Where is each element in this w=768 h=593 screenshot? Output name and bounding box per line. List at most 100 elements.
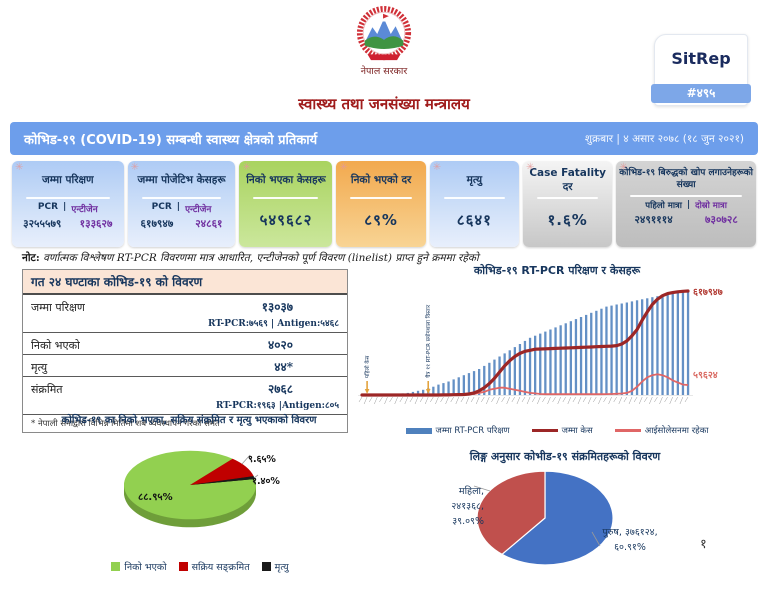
combo-chart: पहिलो केस चैत्र ११ RT-PCR प्रयोगशाला विस्… <box>358 287 723 405</box>
row-value: १३०३७ <box>261 300 293 314</box>
col-label-first-dose: पहिलो मात्रा <box>645 201 682 211</box>
legend-item-active: सक्रिय सङ्क्रमित <box>178 560 250 573</box>
virus-icon: ✳ <box>130 162 139 173</box>
row-label: संक्रमित <box>31 383 63 396</box>
svg-text:पहिलो केस: पहिलो केस <box>364 355 371 378</box>
card-title: Case Fatality दर <box>529 166 606 193</box>
card-values: ३२५५५७९ १३३६२७ <box>14 217 122 231</box>
note-text: वर्णात्मक विश्लेषण RT-PCR विवरणमा मात्र … <box>43 252 479 264</box>
value-antigen: २४८६१ <box>195 218 223 230</box>
table-subrow: RT-PCR:१९६३ |Antigen:८०५ <box>215 401 339 411</box>
virus-icon: ✳ <box>242 162 251 173</box>
row-label: निको भएको <box>31 339 80 352</box>
female-label-line: महिला, <box>458 486 484 497</box>
card-title: निको भएका केसहरू <box>246 173 326 186</box>
sitrep-number: #४९५ <box>651 84 751 103</box>
report-title: कोभिड-१९ (COVID-19) सम्बन्धी स्वास्थ्य क… <box>24 132 318 148</box>
footnote-note: नोट: वर्णात्मक विश्लेषण RT-PCR विवरणमा म… <box>22 251 722 265</box>
male-slice-label: पुरुष, ३७६१२४, ६०.९१% <box>590 525 670 555</box>
cases-swatch-icon <box>531 429 558 432</box>
svg-text:५९६२४: ५९६२४ <box>693 370 718 381</box>
card-recovery-rate: ✳ निको भएको दर ८९% <box>336 161 426 247</box>
gender-pie-title: लिङ्ग अनुसार कोभीड-१९ संक्रमितहरूको विवर… <box>469 450 661 463</box>
page-number: १ <box>700 537 707 552</box>
sitrep-label: SitRep <box>671 49 731 68</box>
female-slice-label: महिला, २४१३६८, ३९.०९% <box>414 484 484 529</box>
card-vaccinated: ✳ कोभिड-१९ बिरुद्धको खोप लगाउनेहरूको संख… <box>616 161 756 247</box>
recovered-swatch-icon <box>111 562 121 571</box>
male-label-line: ६०.९१% <box>614 542 646 553</box>
card-total-tests: ✳ जम्मा परिक्षण PCR | एन्टीजेन ३२५५५७९ १… <box>12 161 124 247</box>
card-title: जम्मा परिक्षण <box>41 173 94 186</box>
gender-pie-chart <box>473 470 614 566</box>
card-col-labels: PCR | एन्टीजेन <box>130 202 234 215</box>
isolation-swatch-icon <box>614 429 641 432</box>
value-first-dose: २४९१११४ <box>634 214 673 226</box>
svg-text:६१७९४७: ६१७९४७ <box>693 287 723 298</box>
col-label-antigen: एन्टीजेन <box>185 205 212 215</box>
tests-swatch-icon <box>405 427 432 434</box>
value-second-dose: ७३०७२८ <box>705 214 738 226</box>
card-total-positive: ✳ जम्मा पोजेटिभ केसहरू PCR | एन्टीजेन ६१… <box>127 161 236 247</box>
table-title: गत २४ घण्टाका कोभिड-१९ को विवरण <box>23 270 347 295</box>
value-pcr: ३२५५५७९ <box>23 218 62 230</box>
note-label: नोट: <box>22 252 40 264</box>
card-divider <box>141 197 222 199</box>
legend-label: सक्रिय सङ्क्रमित <box>191 562 250 573</box>
col-label-antigen: एन्टीजेन <box>71 205 98 215</box>
card-divider <box>537 197 599 199</box>
nepal-emblem-icon <box>356 5 412 61</box>
card-title: मृत्यु <box>466 173 483 186</box>
outcome-pie-title: कोभिड-१९ का निको भएका, सक्रिय संक्रमित र… <box>61 415 317 426</box>
card-col-labels: PCR | एन्टीजेन <box>14 202 122 215</box>
virus-icon: ✳ <box>339 162 348 173</box>
col-label-second-dose: दोस्रो मात्रा <box>695 201 727 211</box>
card-title: जम्मा पोजेटिभ केसहरू <box>137 173 226 186</box>
card-value: १.६% <box>547 211 588 229</box>
legend-item-recovered: निको भएको <box>111 560 167 573</box>
government-caption: नेपाल सरकार <box>360 66 408 77</box>
combo-chart-title: कोभिड-१९ RT-PCR परिक्षण र केसहरू <box>473 264 641 277</box>
table-row: निको भएको ४०२० <box>23 332 347 354</box>
card-value: ८९% <box>364 211 398 229</box>
card-divider <box>350 197 412 199</box>
col-label-pcr: PCR <box>151 202 172 212</box>
table-subrow: RT-PCR:७५६९ | Antigen:५४६८ <box>208 319 339 329</box>
legend-label: जम्मा RT-PCR परिक्षण <box>435 426 510 436</box>
virus-icon: ✳ <box>526 162 535 173</box>
table-row: संक्रमित २७६८ <box>23 376 347 398</box>
nepal-emblem <box>355 5 413 68</box>
value-pcr: ६१७९४७ <box>140 218 174 230</box>
sitrep-badge: SitRep #४९५ <box>651 34 751 106</box>
value-antigen: १३३६२७ <box>79 218 113 230</box>
legend-label: मृत्यु <box>274 562 289 573</box>
card-divider <box>253 197 319 199</box>
card-values: ६१७९४७ २४८६१ <box>130 217 234 231</box>
active-pct-label: ९.६५% <box>248 454 276 465</box>
col-separator: | <box>686 200 691 210</box>
svg-text:चैत्र ११ RT-PCR प्रयोगशाला विस: चैत्र ११ RT-PCR प्रयोगशाला विस्तार <box>425 304 432 378</box>
legend-item-isolation: आईसोलेसनमा रहेका <box>614 425 708 436</box>
row-label: जम्मा परिक्षण <box>31 301 85 314</box>
row-label: मृत्यु <box>31 361 48 374</box>
col-label-pcr: PCR <box>37 202 59 212</box>
row-value: ४४* <box>274 360 293 374</box>
card-case-fatality: ✳ Case Fatality दर १.६% <box>523 161 613 247</box>
virus-icon: ✳ <box>619 162 628 173</box>
col-separator: | <box>176 202 181 212</box>
row-value: ४०२० <box>268 338 293 352</box>
card-value: ५४९६८२ <box>259 211 313 229</box>
col-separator: | <box>63 202 67 212</box>
legend-item-deaths: मृत्यु <box>261 560 289 573</box>
deaths-swatch-icon <box>261 562 271 571</box>
report-date: शुक्रबार | ४ असार २०७८ (१८ जुन २०२१) <box>584 132 744 145</box>
legend-label: जम्मा केस <box>561 426 593 436</box>
female-label-line: २४१३६८, <box>451 501 484 512</box>
recovered-pct-label: ८८.९५% <box>138 492 173 503</box>
card-recovered: ✳ निको भएका केसहरू ५४९६८२ <box>239 161 333 247</box>
card-value: ८६४१ <box>456 211 492 229</box>
stat-cards-row: ✳ जम्मा परिक्षण PCR | एन्टीजेन ३२५५५७९ १… <box>12 161 756 247</box>
card-title: कोभिड-१९ बिरुद्धको खोप लगाउनेहरूको संख्य… <box>619 167 753 190</box>
outcome-pie-chart <box>124 450 259 528</box>
legend-item-tests: जम्मा RT-PCR परिक्षण <box>405 425 510 436</box>
